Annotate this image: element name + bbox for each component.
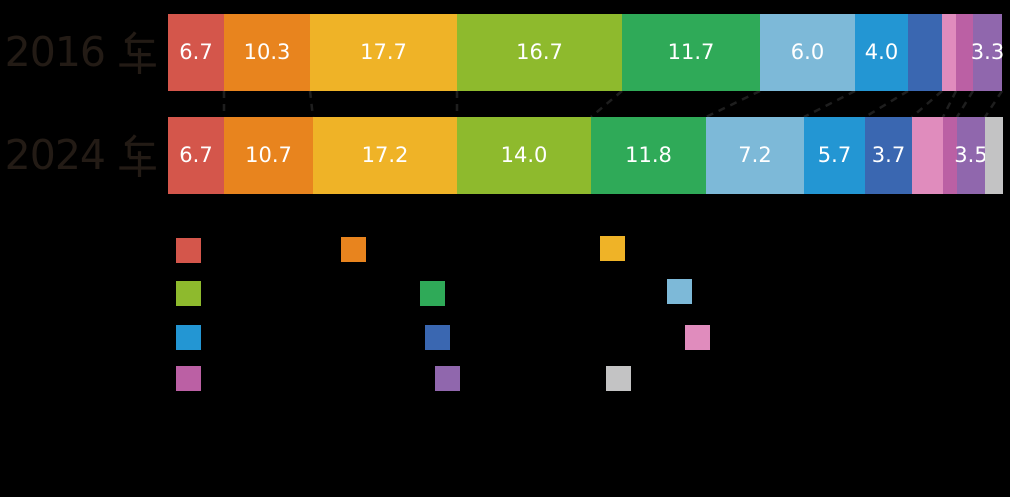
legend-swatch-orange (341, 237, 366, 262)
bar-segment-light-blue: 7.2 (706, 117, 804, 194)
connector-line (983, 90, 1004, 118)
connector-line (864, 89, 909, 119)
segment-value-label: 6.0 (790, 40, 825, 64)
legend-swatch-dark-blue (425, 325, 450, 350)
bar-segment-dark-blue (908, 14, 942, 91)
segment-value-label: 5.7 (817, 143, 852, 167)
bar-segment-blue: 4.0 (855, 14, 908, 91)
connector-line (955, 90, 975, 118)
kanji-nen-year-glyph (119, 31, 156, 74)
connector-line (941, 90, 958, 118)
segment-value-label: 3.5 (954, 143, 988, 167)
legend-swatch-green (420, 281, 445, 306)
segment-value-label: 3.7 (871, 143, 906, 167)
bar-segment-purple: 3.5 (954, 117, 988, 194)
segment-value-label: 11.8 (625, 143, 672, 167)
bar-segment-magenta (956, 14, 973, 91)
bar-segment-orange: 10.7 (224, 117, 313, 194)
segment-value-label: 17.2 (361, 143, 409, 167)
bar-segment-gray (985, 117, 1003, 194)
bar-segment-yellow-green: 14.0 (457, 117, 591, 194)
bar-segment-blue: 5.7 (804, 117, 865, 194)
bar-segment-yellow: 17.2 (313, 117, 457, 194)
bar-segment-purple: 3.3 (970, 14, 1005, 91)
connector-line (705, 89, 761, 119)
year-label-2016: 2016 (0, 14, 158, 91)
segment-value-label: 7.2 (738, 143, 772, 167)
bar-segment-green: 11.7 (622, 14, 760, 91)
connector-line (590, 90, 623, 118)
year-number: 2016 (4, 28, 106, 76)
segment-value-label: 11.7 (667, 40, 715, 64)
connector-line (308, 90, 315, 118)
segment-value-label: 16.7 (516, 40, 563, 64)
segment-value-label: 6.7 (179, 143, 213, 167)
bar-segment-pink (942, 14, 956, 91)
legend-swatch-blue (176, 325, 201, 350)
connector-line (803, 89, 856, 119)
kanji-nen-year-glyph (119, 134, 156, 177)
segment-value-label: 17.7 (360, 40, 407, 64)
bar-segment-red: 6.7 (168, 117, 224, 194)
connector-line (911, 90, 943, 118)
segment-value-label: 10.3 (243, 40, 291, 64)
legend-swatch-purple (435, 366, 460, 391)
legend-swatch-pink (685, 325, 710, 350)
bar-segment-magenta (943, 117, 957, 194)
bar-segment-yellow-green: 16.7 (457, 14, 622, 91)
segment-value-label: 3.3 (970, 40, 1005, 64)
stacked-bar-2016: 6.7 10.3 17.7 16.7 11.7 6.0 4.0 3.3 (168, 14, 1005, 91)
bar-segment-orange: 10.3 (224, 14, 310, 91)
stacked-bar-2024: 6.7 10.7 17.2 14.0 11.8 7.2 5.7 3.7 3.5 (168, 117, 1003, 194)
year-number: 2024 (4, 131, 106, 179)
segment-value-label: 14.0 (500, 143, 548, 167)
legend-swatch-red (176, 238, 201, 263)
legend-swatch-magenta (176, 366, 201, 391)
bar-segment-red: 6.7 (168, 14, 224, 91)
segment-value-label: 6.7 (179, 40, 213, 64)
legend-swatch-gray (606, 366, 631, 391)
bar-segment-pink (912, 117, 943, 194)
year-label-2024: 2024 (0, 117, 158, 194)
segment-value-label: 10.7 (245, 143, 292, 167)
legend-swatch-light-blue (667, 279, 692, 304)
bar-segment-light-blue: 6.0 (760, 14, 855, 91)
legend-swatch-yellow-green (176, 281, 201, 306)
legend-swatch-yellow (600, 236, 625, 261)
bar-segment-dark-blue: 3.7 (865, 117, 912, 194)
bar-segment-green: 11.8 (591, 117, 706, 194)
segment-value-label: 4.0 (864, 40, 899, 64)
bar-segment-yellow: 17.7 (310, 14, 457, 91)
